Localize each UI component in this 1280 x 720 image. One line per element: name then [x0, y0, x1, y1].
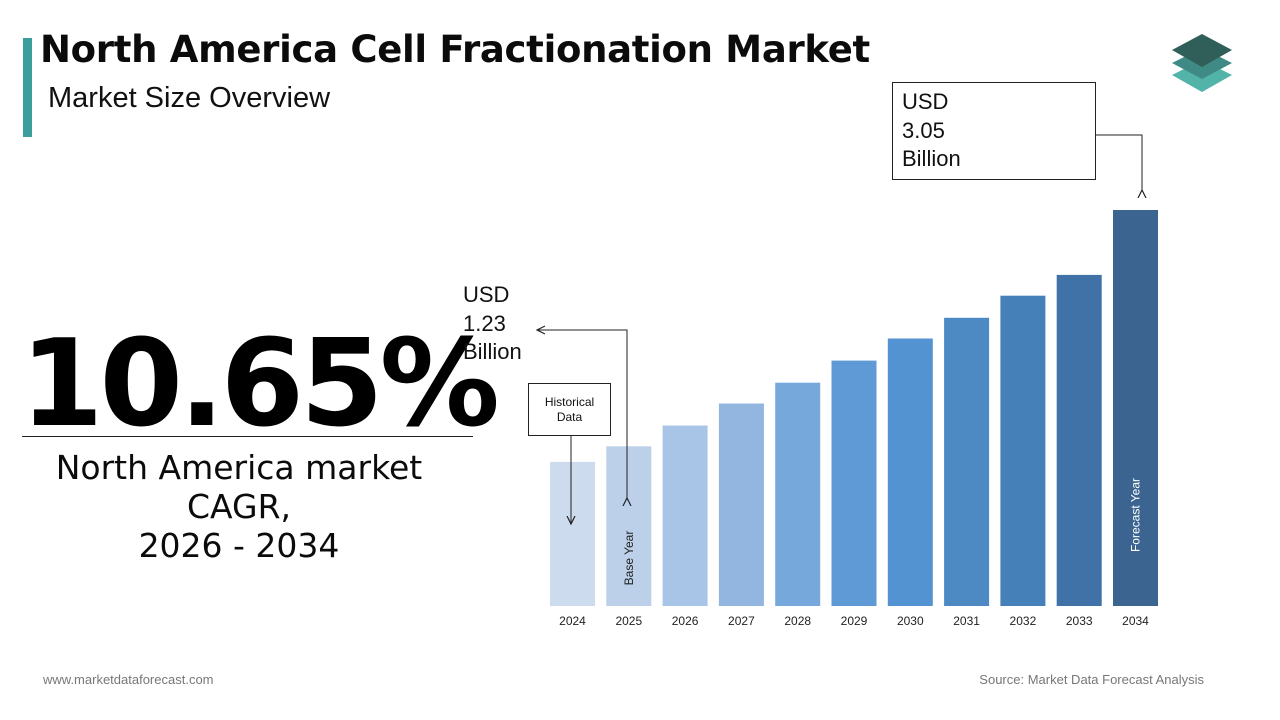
bar-2032: [1000, 295, 1046, 606]
logo-layer-top: [1172, 34, 1232, 67]
start-value-arrow: [537, 330, 627, 498]
x-tick-label: 2032: [1010, 614, 1037, 628]
x-tick-label: 2033: [1066, 614, 1093, 628]
x-tick-label: 2030: [897, 614, 924, 628]
end-value-box: [892, 82, 1096, 180]
bar-2027: [718, 403, 764, 606]
x-tick-label: 2028: [784, 614, 811, 628]
bar-2033: [1056, 274, 1102, 606]
bar-2028: [775, 382, 821, 606]
cagr-divider: [22, 436, 473, 437]
end-value-annotation: USD 3.05 Billion: [902, 89, 961, 171]
brand-logo-icon: [1172, 34, 1232, 92]
x-tick-label: 2026: [672, 614, 699, 628]
x-tick-label: 2024: [559, 614, 586, 628]
x-tick-label: 2031: [953, 614, 980, 628]
x-tick-labels: 2024 2025 2026 2027 2028 2029 2030 2031 2032 2033…: [559, 614, 1149, 628]
cagr-value: 10.65%: [20, 315, 500, 454]
accent-bar: [23, 38, 32, 137]
bar-2026: [662, 425, 708, 606]
base-year-label: Base Year: [622, 531, 636, 586]
bars-layer: [550, 210, 1158, 606]
forecast-year-label: Forecast Year: [1129, 478, 1143, 552]
x-tick-label: 2027: [728, 614, 755, 628]
bar-2030: [887, 338, 933, 606]
x-tick-label: 2029: [841, 614, 868, 628]
page-subtitle: Market Size Overview: [48, 82, 331, 114]
bar-2029: [831, 360, 877, 606]
x-tick-label: 2025: [615, 614, 642, 628]
historical-data-label: Historical Data: [528, 383, 611, 436]
page-title: North America Cell Fractionation Market: [40, 28, 870, 71]
source-note: Source: Market Data Forecast Analysis: [979, 672, 1204, 687]
bar-2031: [944, 317, 990, 606]
cagr-label: North America market CAGR, 2026 - 2034: [55, 448, 423, 565]
website-url: www.marketdataforecast.com: [43, 672, 214, 687]
x-tick-label: 2034: [1122, 614, 1149, 628]
bar-2024: [550, 461, 595, 606]
start-value-annotation: USD 1.23 Billion: [463, 282, 522, 364]
bar-2034: [1113, 210, 1158, 606]
